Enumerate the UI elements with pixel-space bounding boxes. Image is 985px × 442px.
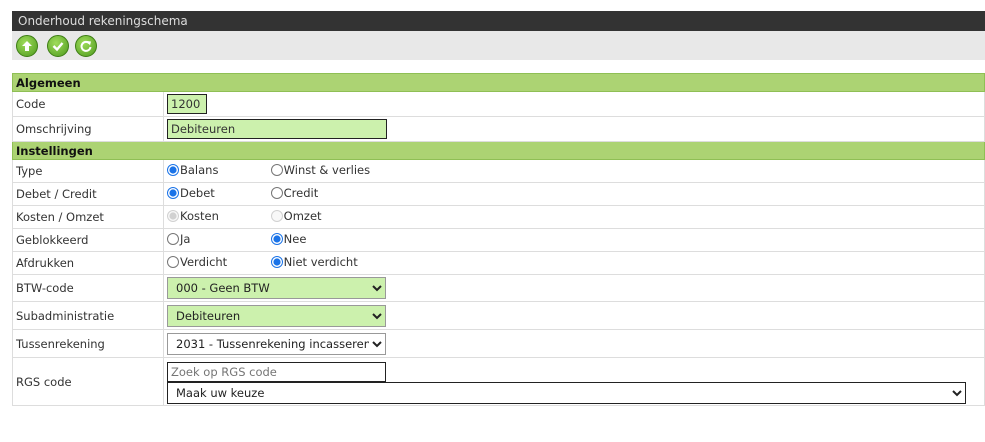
rgs-select[interactable]: Maak uw keuze: [167, 381, 966, 404]
kosten-omzet-label: Kosten / Omzet: [12, 205, 164, 229]
radio-nee[interactable]: Nee: [270, 232, 306, 246]
radio-verdicht[interactable]: Verdicht: [167, 255, 267, 269]
geblokkeerd-label: Geblokkeerd: [12, 228, 164, 252]
radio-input: [270, 210, 283, 222]
tussen-select[interactable]: 2031 - Tussenrekening incasseren en: [167, 332, 386, 355]
subadmin-select[interactable]: Debiteuren: [167, 304, 386, 327]
radio-input[interactable]: [270, 233, 283, 245]
type-label: Type: [12, 159, 164, 183]
radio-kosten: Kosten: [167, 209, 267, 223]
omschrijving-label: Omschrijving: [12, 116, 164, 142]
rgs-label: RGS code: [12, 357, 164, 406]
radio-niet-verdicht[interactable]: Niet verdicht: [270, 255, 358, 269]
omschrijving-input[interactable]: [167, 119, 387, 139]
account-form: Algemeen Code Omschrijving Instellingen …: [12, 73, 985, 406]
radio-input[interactable]: [270, 256, 283, 268]
check-icon: [52, 42, 64, 52]
radio-ja[interactable]: Ja: [167, 232, 267, 246]
code-label: Code: [12, 91, 164, 117]
rgs-search-input[interactable]: [167, 361, 386, 382]
radio-input: [167, 210, 179, 222]
radio-credit[interactable]: Credit: [270, 186, 318, 200]
section-algemeen: Algemeen: [12, 73, 985, 92]
arrow-up-icon: [22, 41, 32, 51]
code-input[interactable]: [167, 94, 207, 114]
section-instellingen: Instellingen: [12, 141, 985, 160]
radio-input[interactable]: [270, 164, 283, 176]
refresh-button[interactable]: [75, 35, 97, 57]
subadmin-label: Subadministratie: [12, 301, 164, 330]
btw-label: BTW-code: [12, 274, 164, 302]
afdrukken-label: Afdrukken: [12, 251, 164, 275]
radio-debet[interactable]: Debet: [167, 186, 267, 200]
radio-input[interactable]: [167, 187, 179, 199]
window-title: Onderhoud rekeningschema: [12, 11, 985, 31]
radio-input[interactable]: [270, 187, 283, 199]
radio-input[interactable]: [167, 256, 179, 268]
btw-select[interactable]: 000 - Geen BTW: [167, 277, 386, 299]
up-button[interactable]: [16, 35, 38, 57]
radio-input[interactable]: [167, 164, 179, 176]
tussen-label: Tussenrekening: [12, 329, 164, 358]
radio-balans[interactable]: Balans: [167, 163, 267, 177]
debet-credit-label: Debet / Credit: [12, 182, 164, 206]
save-button[interactable]: [47, 35, 69, 57]
radio-winst-verlies[interactable]: Winst & verlies: [270, 163, 370, 177]
toolbar: [12, 31, 985, 60]
radio-input[interactable]: [167, 233, 179, 245]
radio-omzet: Omzet: [270, 209, 322, 223]
refresh-icon: [80, 40, 92, 52]
